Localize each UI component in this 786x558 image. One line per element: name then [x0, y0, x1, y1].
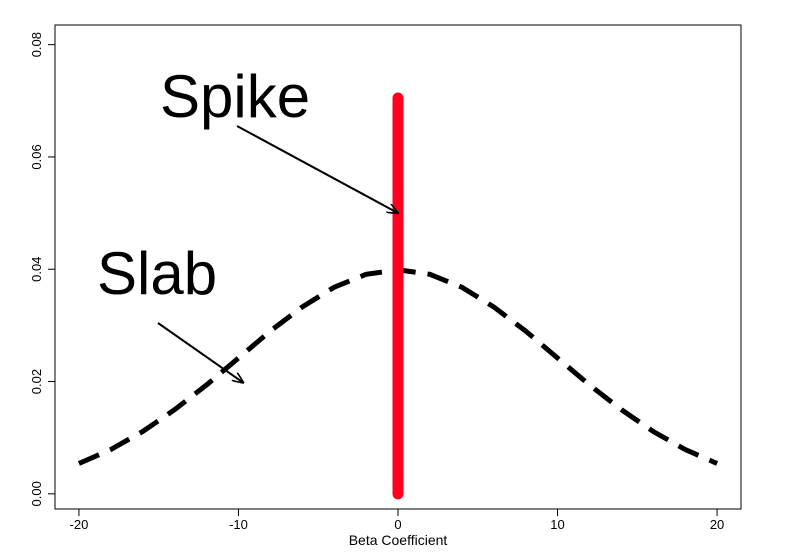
- y-tick-label: 0.08: [29, 32, 44, 57]
- y-tick-label: 0.02: [29, 369, 44, 394]
- spike-annotation-arrow: [236, 125, 398, 213]
- x-tick-label: 0: [394, 517, 401, 532]
- x-axis-title: Beta Coefficient: [349, 532, 448, 548]
- x-tick-label: -20: [70, 517, 89, 532]
- x-tick-label: 10: [550, 517, 564, 532]
- x-tick-label: 20: [710, 517, 724, 532]
- slab-annotation-label: Slab: [97, 240, 217, 307]
- y-tick-label: 0.06: [29, 144, 44, 169]
- y-axis: 0.00 0.02 0.04 0.06 0.08: [29, 32, 55, 506]
- x-tick-label: -10: [229, 517, 248, 532]
- y-tick-label: 0.04: [29, 257, 44, 282]
- spike-annotation-label: Spike: [160, 63, 310, 130]
- y-tick-label: 0.00: [29, 481, 44, 506]
- x-axis: -20 -10 0 10 20: [70, 509, 724, 532]
- slab-annotation-arrow: [157, 322, 243, 383]
